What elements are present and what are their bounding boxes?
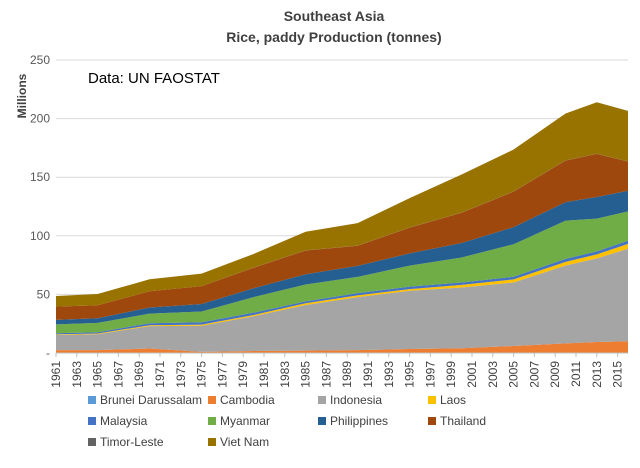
- y-tick-label: 150: [30, 170, 50, 184]
- legend-label-viet-nam: Viet Nam: [220, 435, 269, 449]
- x-tick-label: 1981: [257, 361, 271, 388]
- legend-swatch-indonesia: [318, 396, 326, 404]
- x-tick-label: 1963: [70, 361, 84, 388]
- legend-label-brunei-darussalam: Brunei Darussalam: [100, 393, 202, 407]
- legend-label-thailand: Thailand: [440, 414, 486, 428]
- legend-swatch-thailand: [428, 417, 436, 425]
- legend-swatch-viet-nam: [208, 438, 216, 446]
- x-tick-label: 2013: [590, 361, 604, 388]
- area-cambodia: [56, 341, 628, 353]
- x-tick-label: 1987: [319, 361, 333, 388]
- legend-label-myanmar: Myanmar: [220, 414, 270, 428]
- x-tick-label: 1969: [132, 361, 146, 388]
- x-tick-label: 1961: [49, 361, 63, 388]
- x-tick-label: 1967: [111, 361, 125, 388]
- x-tick-label: 1985: [299, 361, 313, 388]
- x-tick-label: 2003: [486, 361, 500, 388]
- x-tick-label: 2011: [569, 361, 583, 387]
- x-tick-label: 2001: [465, 361, 479, 388]
- area-indonesia: [56, 248, 628, 352]
- y-axis-label: Millions: [15, 73, 29, 118]
- y-tick-label: 250: [30, 53, 50, 67]
- data-source-annotation: Data: UN FAOSTAT: [88, 70, 220, 87]
- x-tick-label: 1973: [174, 361, 188, 388]
- legend-label-indonesia: Indonesia: [330, 393, 382, 407]
- x-tick-label: 1979: [236, 361, 250, 388]
- chart-title: Southeast Asia: [284, 8, 385, 24]
- legend-label-malaysia: Malaysia: [100, 414, 148, 428]
- x-tick-label: 1999: [444, 361, 458, 388]
- legend-swatch-timor-leste: [88, 438, 96, 446]
- legend-swatch-cambodia: [208, 396, 216, 404]
- legend-label-laos: Laos: [440, 393, 466, 407]
- x-tick-label: 2009: [548, 361, 562, 388]
- axes: - 50 100 150 200 250 1961 1963 1965 1967 1969 1971 1…: [30, 53, 628, 388]
- x-tick-label: 1991: [361, 361, 375, 388]
- legend-swatch-brunei-darussalam: [88, 396, 96, 404]
- legend-swatch-malaysia: [88, 417, 96, 425]
- legend-label-philippines: Philippines: [330, 414, 388, 428]
- area-myanmar: [56, 211, 628, 334]
- legend-label-timor-leste: Timor-Leste: [100, 435, 164, 449]
- x-tick-label: 1997: [423, 361, 437, 388]
- area-philippines: [56, 190, 628, 325]
- area-thailand: [56, 153, 628, 320]
- x-tick-label: 1971: [153, 361, 167, 388]
- legend: Brunei Darussalam Cambodia Indonesia Laos Ma…: [88, 393, 486, 449]
- legend-swatch-philippines: [318, 417, 326, 425]
- area-viet-nam: [56, 102, 628, 307]
- x-tick-label: 2015: [611, 361, 625, 388]
- y-tick-label: 50: [37, 287, 51, 301]
- y-tick-label: 100: [30, 229, 50, 243]
- legend-swatch-laos: [428, 396, 436, 404]
- chart-subtitle: Rice, paddy Production (tonnes): [226, 29, 441, 45]
- y-tick-label: 200: [30, 112, 50, 126]
- x-tick-label: 2005: [507, 361, 521, 388]
- x-tick-label: 1965: [91, 361, 105, 388]
- x-tick-label: 1983: [278, 361, 292, 388]
- x-tick-label: 1977: [215, 361, 229, 388]
- x-tick-label: 1993: [382, 361, 396, 388]
- x-tick-label: 1995: [403, 361, 417, 388]
- legend-label-cambodia: Cambodia: [220, 393, 275, 407]
- x-tick-label: 1989: [340, 361, 354, 388]
- x-tick-label: 2007: [527, 361, 541, 388]
- x-tick-label: 1975: [195, 361, 209, 388]
- stacked-areas: [56, 102, 628, 353]
- legend-swatch-myanmar: [208, 417, 216, 425]
- y-tick-label: -: [46, 346, 50, 360]
